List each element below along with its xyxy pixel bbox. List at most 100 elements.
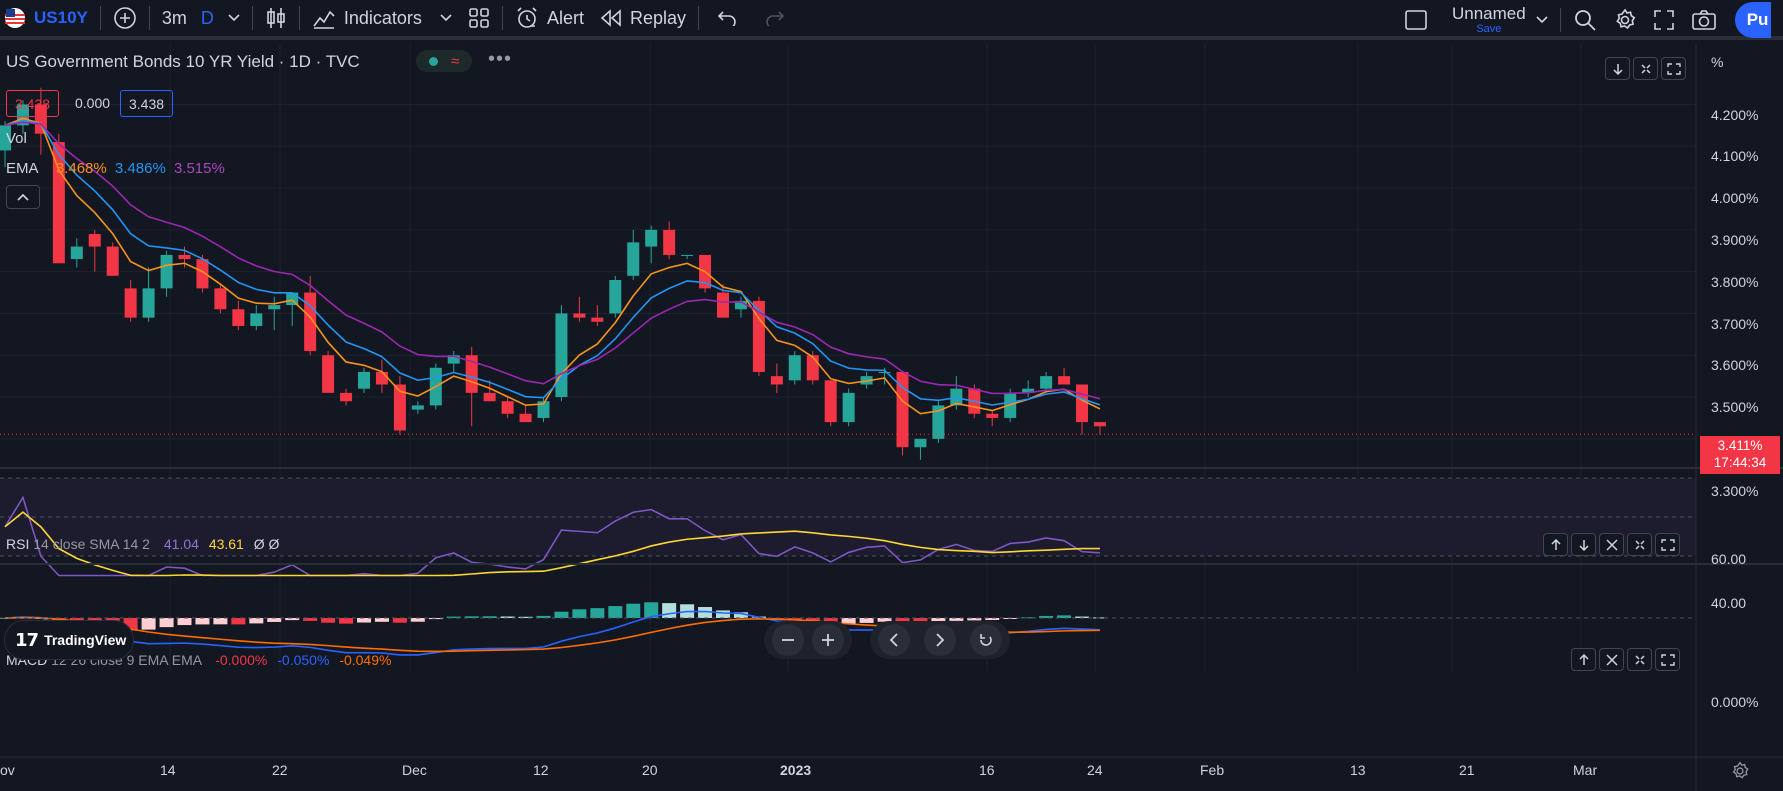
collapse-pane-button[interactable] — [1633, 57, 1658, 80]
ema-legend[interactable]: EMA 3.468% 3.486% 3.515% — [6, 160, 225, 177]
rsi-series — [4, 495, 1101, 577]
move-pane-down-button[interactable] — [1605, 57, 1630, 80]
indicators-button[interactable]: Indicators — [304, 0, 460, 38]
templates-button[interactable] — [460, 0, 498, 38]
candle-body — [52, 142, 65, 264]
tradingview-logo[interactable]: 17 TradingView — [4, 620, 134, 660]
macd-histogram-bar — [554, 611, 569, 618]
current-price-tag: 3.411% 17:44:34 — [1700, 436, 1780, 474]
toolbar-right: Unnamed Save — [1396, 0, 1771, 40]
macd-histogram-bar — [536, 615, 551, 618]
candle-body — [1076, 384, 1088, 423]
fullscreen-button[interactable] — [1645, 0, 1683, 40]
candle-body — [896, 371, 909, 448]
macd-histogram-bar — [805, 618, 820, 622]
gear-icon — [1730, 761, 1750, 781]
macd-histogram-bar — [374, 618, 389, 622]
scroll-left-button[interactable] — [878, 624, 910, 656]
time-axis-label: 12 — [533, 762, 549, 778]
volume-legend-label[interactable]: Vol — [6, 130, 27, 147]
sell-price-box[interactable]: 3.438 — [6, 90, 60, 117]
candle-body — [196, 259, 209, 289]
collapse-icon — [1634, 654, 1646, 666]
candle-body — [232, 309, 245, 326]
undo-icon — [717, 10, 737, 26]
rsi-legend[interactable]: RSI 14 close SMA 14 2 41.04 43.61 Ø Ø — [6, 536, 279, 552]
move-pane-up-button[interactable] — [1571, 648, 1596, 671]
us-flag-icon — [4, 7, 26, 29]
plus-icon — [821, 633, 835, 647]
undo-button[interactable] — [703, 0, 751, 38]
scroll-right-button[interactable] — [924, 624, 956, 656]
move-pane-up-button[interactable] — [1543, 533, 1568, 556]
arrow-up-icon — [1550, 538, 1561, 551]
replay-button[interactable]: Replay — [592, 0, 694, 38]
layout-name-button[interactable]: Unnamed Save — [1436, 0, 1556, 40]
alert-button[interactable]: Alert — [507, 0, 592, 38]
compare-button[interactable] — [105, 0, 145, 38]
minus-icon — [781, 633, 795, 647]
buy-price-box[interactable]: 3.438 — [120, 90, 174, 117]
macd-histogram-bar — [464, 616, 479, 618]
collapse-pane-button[interactable] — [1627, 648, 1652, 671]
market-status-pill[interactable]: ≈ — [416, 50, 472, 72]
chevron-down-icon — [228, 14, 240, 22]
toolbar-divider — [148, 6, 150, 30]
maximize-pane-button[interactable] — [1655, 648, 1680, 671]
top-toolbar: US10Y 3m D Indicators — [0, 0, 1783, 40]
candle-body — [627, 242, 640, 276]
toolbar-divider — [501, 6, 503, 30]
candle-body — [88, 234, 101, 247]
zoom-in-button[interactable] — [812, 624, 844, 656]
maximize-pane-button[interactable] — [1655, 533, 1680, 556]
move-pane-down-button[interactable] — [1571, 533, 1596, 556]
candle-body — [914, 438, 927, 448]
chart-container[interactable]: US Government Bonds 10 YR Yield · 1D · T… — [0, 44, 1783, 791]
arrow-up-icon — [1578, 653, 1589, 666]
macd-histogram-bar — [231, 618, 246, 625]
macd-pane-controls — [1571, 648, 1680, 671]
chart-type-button[interactable] — [257, 0, 295, 38]
candle-body — [1093, 422, 1106, 427]
maximize-pane-button[interactable] — [1661, 57, 1686, 80]
snapshot-button[interactable] — [1683, 0, 1725, 40]
macd-histogram-bar — [285, 618, 300, 621]
search-button[interactable] — [1565, 0, 1605, 40]
publish-button[interactable]: Pu — [1734, 2, 1771, 38]
axis-settings-button[interactable] — [1730, 761, 1750, 786]
alert-label: Alert — [546, 7, 584, 28]
candle-body — [160, 254, 173, 289]
candle-body — [591, 317, 604, 322]
interval-alt-label: D — [200, 7, 214, 28]
toolbar-divider — [1559, 8, 1561, 32]
ema-slow-value: 3.515% — [173, 160, 225, 177]
maximize-icon — [1666, 62, 1681, 75]
layout-toggle-button[interactable] — [1396, 0, 1436, 40]
chart-title[interactable]: US Government Bonds 10 YR Yield · 1D · T… — [6, 52, 360, 71]
candle-body — [1058, 376, 1071, 385]
settings-button[interactable] — [1605, 0, 1645, 40]
rsi-axis-label: 60.00 — [1711, 551, 1747, 567]
redo-button[interactable] — [751, 0, 799, 38]
macd-histogram-bar — [608, 606, 623, 618]
close-pane-button[interactable] — [1599, 533, 1624, 556]
maximize-icon — [1660, 538, 1675, 551]
time-axis-label: 22 — [272, 762, 288, 778]
symbol-search[interactable]: US10Y — [0, 0, 96, 38]
camera-icon — [1691, 9, 1717, 31]
macd-signal-value: -0.049% — [339, 652, 392, 668]
macd-histogram-bar — [733, 612, 748, 618]
collapse-pane-button[interactable] — [1627, 533, 1652, 556]
more-options-icon[interactable]: ••• — [488, 48, 513, 70]
collapse-legend-button[interactable] — [6, 185, 40, 209]
market-open-dot-icon — [428, 56, 438, 66]
chart-canvas[interactable] — [0, 44, 1783, 791]
pane-backgrounds — [0, 477, 1696, 557]
interval-selector[interactable]: 3m D — [154, 0, 248, 38]
reset-chart-button[interactable] — [970, 624, 1002, 656]
zoom-out-button[interactable] — [772, 624, 804, 656]
close-pane-button[interactable] — [1599, 648, 1624, 671]
candle-body — [178, 254, 191, 260]
spread-value: 0.000 — [75, 95, 111, 111]
